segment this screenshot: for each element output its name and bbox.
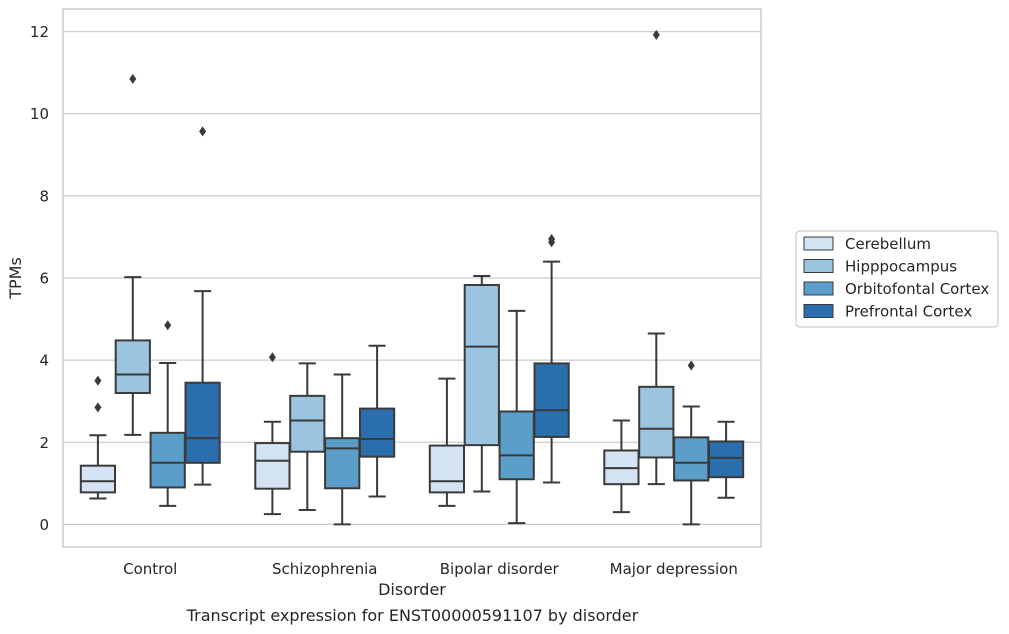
- box-prefrontal-cortex: [358, 344, 396, 498]
- outlier-point: [94, 402, 102, 413]
- box-iqr: [184, 381, 221, 464]
- chart-caption: Transcript expression for ENST0000059110…: [186, 606, 639, 625]
- outlier-point: [199, 126, 207, 137]
- box-hipppocampus: [463, 274, 500, 493]
- outlier-point: [164, 320, 172, 331]
- box-cerebellum: [603, 419, 640, 514]
- box-iqr: [533, 362, 570, 438]
- box-iqr: [463, 283, 500, 447]
- x-tick-label: Schizophrenia: [272, 560, 377, 578]
- x-tick-label: Major depression: [610, 560, 738, 578]
- x-tick-labels: Control Schizophrenia Bipolar disorder Majo…: [123, 560, 738, 578]
- outlier-point: [129, 73, 137, 84]
- box-prefrontal-cortex: [707, 420, 745, 499]
- box-iqr: [289, 394, 326, 453]
- box-orbitofontal-cortex: [324, 373, 361, 526]
- y-tick-label: 6: [39, 270, 49, 288]
- y-tick-label: 0: [39, 516, 49, 534]
- y-axis-label: TPMs: [6, 257, 25, 300]
- box-iqr: [114, 339, 151, 394]
- box-iqr: [673, 436, 710, 482]
- box-cerebellum: [254, 352, 291, 516]
- outlier-point: [94, 375, 102, 386]
- y-tick-label: 12: [30, 23, 49, 41]
- box-iqr: [254, 442, 291, 490]
- legend-swatch: [803, 259, 834, 273]
- box-hipppocampus: [289, 362, 326, 512]
- x-tick-label: Bipolar disorder: [440, 560, 560, 578]
- box-iqr: [428, 444, 466, 494]
- box-hipppocampus: [114, 73, 151, 436]
- x-tick-label: Control: [123, 560, 177, 578]
- plot-frame: [62, 8, 762, 548]
- x-axis-label: Disorder: [378, 580, 446, 599]
- box-iqr: [324, 437, 361, 490]
- outlier-point: [652, 29, 660, 40]
- box-iqr: [79, 464, 117, 494]
- outlier-point: [268, 352, 276, 363]
- legend: Cerebellum Hipppocampus Orbitofontal Corte…: [795, 230, 999, 328]
- y-tick-label: 10: [30, 105, 49, 123]
- legend-label: Hipppocampus: [845, 258, 957, 276]
- y-tick-label: 4: [39, 352, 49, 370]
- legend-label: Orbitofontal Cortex: [845, 280, 989, 298]
- legend-label: Prefrontal Cortex: [845, 303, 972, 321]
- box-iqr: [149, 431, 186, 489]
- box-prefrontal-cortex: [533, 233, 570, 484]
- box-cerebellum: [79, 375, 117, 500]
- box-orbitofontal-cortex: [498, 309, 535, 525]
- outlier-point: [687, 360, 695, 371]
- box-orbitofontal-cortex: [149, 320, 186, 507]
- outlier-point: [548, 233, 556, 244]
- box-iqr: [358, 407, 396, 458]
- box-iqr: [638, 385, 675, 459]
- y-tick-labels: 0 2 4 6 8 10 12: [30, 23, 49, 534]
- legend-swatch: [803, 304, 834, 318]
- box-series: [79, 29, 745, 526]
- box-cerebellum: [428, 377, 466, 507]
- y-tick-label: 8: [39, 187, 49, 205]
- y-tick-label: 2: [39, 434, 49, 452]
- legend-frame: [795, 230, 999, 328]
- legend-label: Cerebellum: [845, 235, 931, 253]
- legend-swatch: [803, 281, 834, 296]
- box-hipppocampus: [638, 29, 675, 486]
- box-orbitofontal-cortex: [673, 360, 710, 526]
- box-iqr: [498, 410, 535, 481]
- legend-swatch: [803, 236, 834, 251]
- box-prefrontal-cortex: [184, 126, 221, 486]
- box-iqr: [707, 440, 745, 479]
